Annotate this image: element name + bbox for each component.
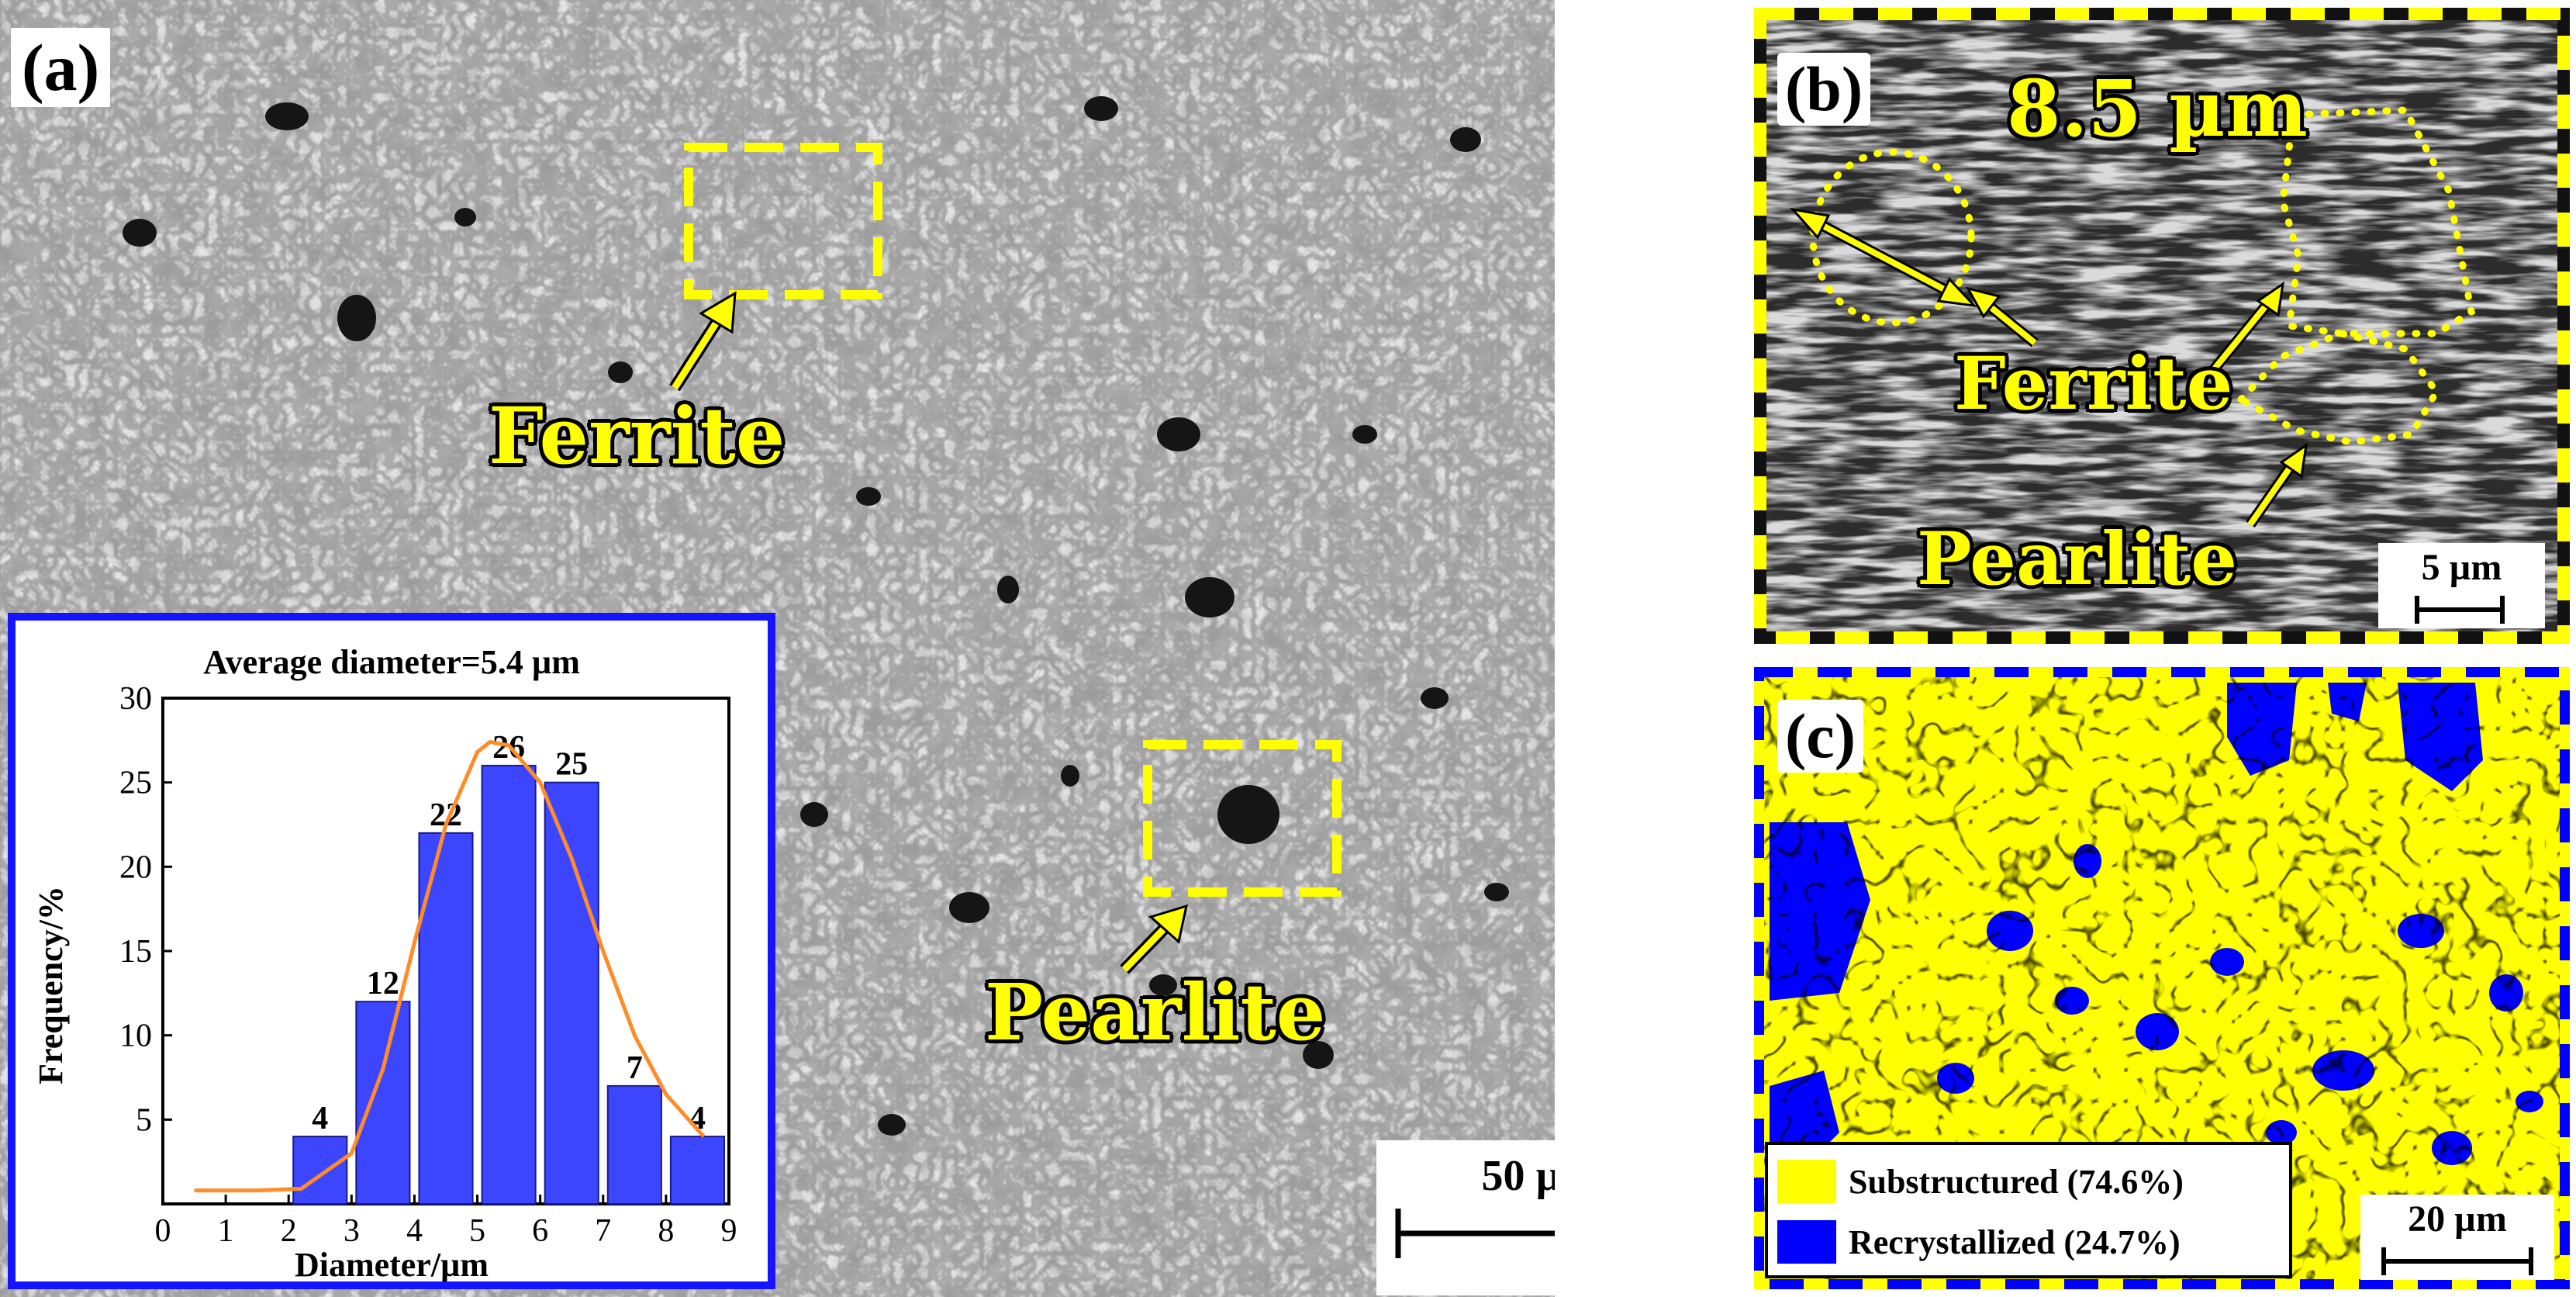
histogram-y-axis-label: Frequency/% [32,886,70,1084]
ferrite-arrow [669,291,737,392]
pearlite-arrow-b [2246,442,2308,528]
legend-item-recrystallized: Recrystallized (24.7%) [1777,1216,2181,1268]
x-tick-label: 5 [469,1213,485,1249]
histogram-x-axis-label: Diameter/µm [295,1246,489,1281]
histogram-data-label: 4 [312,1101,328,1136]
ferrite-highlight-box [684,143,882,299]
legend-label-substructured: Substructured (74.6%) [1849,1162,2184,1201]
scale-bar-a: 50 µm [1376,1140,1555,1295]
pearlite-callout-b: Pearlite [1917,517,2238,602]
ferrite-callout-a: Ferrite [489,390,786,482]
x-tick-label: 4 [406,1213,423,1249]
pearlite-highlight-box [1143,740,1342,897]
scale-bar-b-line [2415,596,2505,624]
histogram-fit-curve [194,739,706,1193]
panel-b-dashed-frame [1754,8,2570,644]
pearlite-colonies [123,96,1509,1136]
histogram-bar [669,1136,726,1205]
y-tick-label: 30 [119,681,152,717]
histogram-bar [355,1001,411,1205]
x-tick-label: 3 [344,1213,360,1249]
optical-micrograph-image [0,0,1555,1297]
histogram-data-label: 7 [627,1050,643,1086]
histogram-title: Average diameter=5.4 µm [203,643,580,681]
x-tick-label: 2 [281,1213,297,1249]
y-tick-label: 25 [119,766,152,801]
ferrite-callout-b: Ferrite [1954,341,2233,427]
panel-c-ebsd-map: (c) Substructured (74.6%) Recrystallized… [1754,667,2570,1289]
scale-bar-b: 5 µm [2378,543,2545,628]
histogram-bar [606,1084,662,1205]
scale-bar-c-label: 20 µm [2408,1198,2507,1240]
fit-curve-line [194,739,706,1193]
pearlite-arrow [1120,904,1189,974]
scale-bar-c-line [2381,1247,2533,1275]
ebsd-legend: Substructured (74.6%) Recrystallized (24… [1765,1142,2292,1278]
measurement-arrow [1790,207,1977,308]
sem-micrograph-image [1754,8,2570,644]
histogram-bar [292,1136,348,1205]
legend-label-recrystallized: Recrystallized (24.7%) [1849,1223,2181,1261]
pearlite-callout-a: Pearlite [985,967,1326,1058]
panel-c-label: (c) [1777,700,1864,773]
recrystallized-swatch [1777,1220,1836,1264]
histogram-data-label: 25 [555,747,588,783]
panel-b-label: (b) [1777,53,1871,126]
diameter-histogram-inset: 4 12 22 26 25 7 4 0 1 2 3 4 5 6 7 8 9 5 10 15 20 25 30 Averag… [8,613,775,1289]
measurement-callout-b: 8.5 µm [2007,63,2308,154]
histogram-bar [481,764,537,1205]
x-tick-label: 1 [218,1213,234,1249]
histogram-bars [292,764,726,1205]
y-tick-label: 10 [119,1019,152,1054]
y-tick-label: 15 [119,934,152,970]
x-tick-label: 7 [595,1213,611,1249]
x-tick-label: 6 [532,1213,548,1249]
scale-bar-a-label: 50 µm [1481,1152,1555,1200]
y-tick-label: 20 [119,849,152,885]
y-tick-label: 5 [136,1102,152,1138]
x-tick-label: 9 [721,1213,737,1249]
legend-item-substructured: Substructured (74.6%) [1777,1156,2184,1207]
ferrite-arrows-b [1966,281,2284,376]
substructured-swatch [1777,1160,1836,1203]
panel-a-label: (a) [11,28,111,107]
scale-bar-a-line [1395,1209,1555,1258]
scale-bar-b-label: 5 µm [2421,547,2502,588]
x-tick-label: 8 [658,1213,674,1249]
scale-bar-c: 20 µm [2360,1195,2554,1280]
histogram-bar [544,781,599,1205]
grain-outlines [1809,106,2475,446]
x-tick-label: 0 [155,1213,171,1249]
panel-b-micrograph: (b) 8.5 µm Ferrite Pearlite 5 µm [1754,8,2570,644]
histogram-data-label: 12 [367,966,399,1001]
